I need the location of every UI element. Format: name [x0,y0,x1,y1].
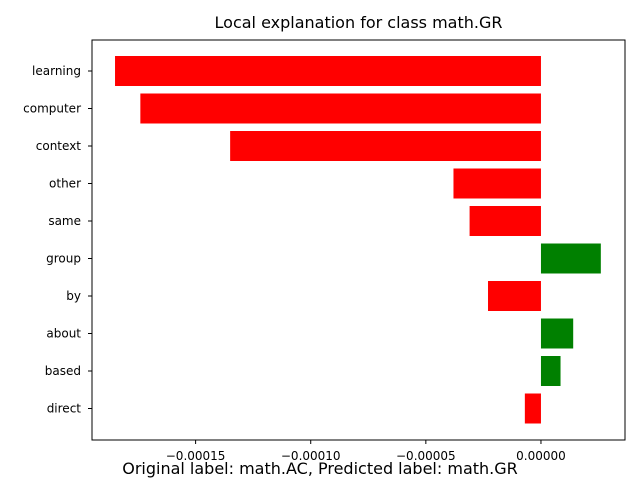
y-tick-label: learning [32,64,81,78]
bar-same [469,206,541,236]
plot-frame [91,39,626,441]
x-tick-label: −0.00010 [281,449,341,463]
x-tick-label: −0.00015 [166,449,226,463]
y-tick-label: based [45,364,81,378]
x-tick-label: 0.00000 [516,449,566,463]
bar-direct [524,393,541,424]
bar-by [488,281,541,311]
y-tick-label: about [46,327,81,341]
y-tick-label: by [66,289,81,303]
prediction-caption: Original label: math.AC, Predicted label… [122,459,518,478]
y-tick-label: other [49,177,81,191]
bar-based [540,356,561,386]
y-axis: learning computer context other same group by a… [23,64,92,416]
bar-other [453,168,541,199]
bar-group [540,243,601,274]
bar-computer [140,93,541,124]
y-tick-label: group [46,252,81,266]
y-tick-label: same [48,214,81,228]
y-tick-label: direct [47,402,82,416]
x-tick-label: −0.00005 [396,449,456,463]
bar-about [540,318,574,349]
bar-context [230,131,541,161]
bar-learning [115,56,541,86]
y-tick-label: context [36,139,82,153]
x-axis: −0.00015 −0.00010 −0.00005 0.00000 [166,440,566,463]
chart-title: Local explanation for class math.GR [214,13,503,32]
y-tick-label: computer [23,102,81,116]
bars-group [115,56,601,424]
